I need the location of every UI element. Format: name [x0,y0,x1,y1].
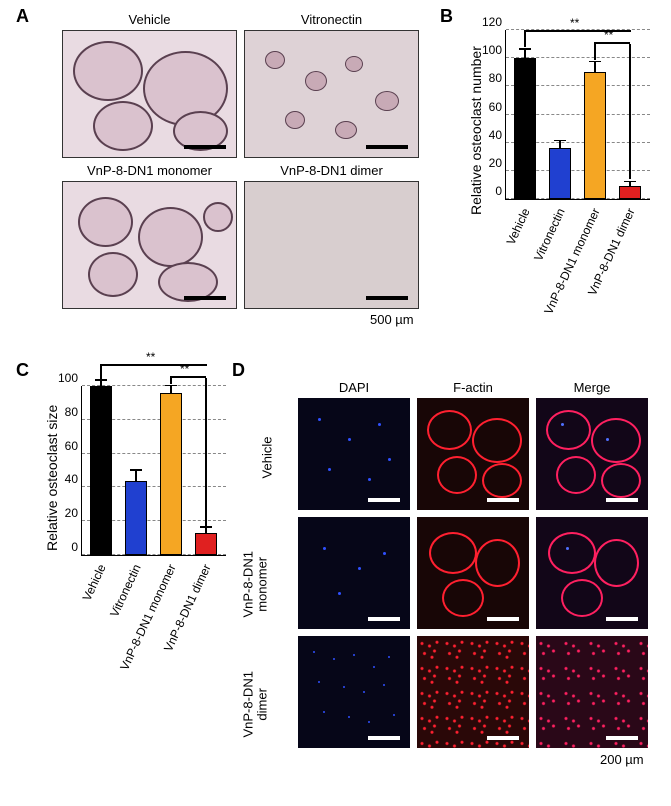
fluoro-dimer-dapi [298,636,410,748]
panel-c-chart: Relative osteoclast size 0 20 40 60 80 1… [36,376,236,676]
bar-monomer [160,393,182,555]
panel-d-row-dimer: VnP-8-DN1dimer [242,664,271,744]
ytick: 20 [65,506,82,520]
scalebar [606,617,638,621]
ytick: 40 [489,128,506,142]
panel-a-img-title-2: VnP-8-DN1 monomer [62,163,237,178]
panel-c-plot: 0 20 40 60 80 100 ** ** [81,386,226,556]
scalebar [368,498,400,502]
fluoro-monomer-merge [536,517,648,629]
panel-b-ytitle: Relative osteoclast number [468,46,484,215]
fluoro-monomer-factin [417,517,529,629]
scalebar [368,736,400,740]
panel-a-micro-vehicle [62,30,237,158]
fluoro-dimer-factin [417,636,529,748]
panel-d-row-vehicle: Vehicle [259,437,274,479]
sig-marker: ** [570,16,579,30]
ytick: 100 [58,371,82,385]
bar-dimer [195,533,217,555]
scalebar [366,145,408,149]
ytick: 60 [65,439,82,453]
scalebar [184,145,226,149]
scalebar [368,617,400,621]
fluoro-vehicle-factin [417,398,529,510]
scalebar [606,736,638,740]
panel-c-ytitle: Relative osteoclast size [44,405,60,551]
panel-d-label: D [232,360,245,381]
bar-dimer [619,186,641,199]
panel-a-img-title-0: Vehicle [62,12,237,27]
fluoro-monomer-dapi [298,517,410,629]
scalebar [366,296,408,300]
ytick: 100 [482,43,506,57]
panel-d-row-monomer: VnP-8-DN1monomer [242,544,271,624]
bar-vitronectin [125,481,147,555]
panel-d-col-factin: F-actin [417,380,529,395]
scalebar [184,296,226,300]
panel-a-label: A [16,6,29,27]
scalebar [487,736,519,740]
fluoro-vehicle-merge [536,398,648,510]
panel-b-plot: 0 20 40 60 80 100 120 ** ** [505,30,650,200]
panel-b-chart: Relative osteoclast number 0 20 40 60 80… [460,20,660,320]
ytick: 120 [482,15,506,29]
ytick: 0 [495,184,506,198]
panel-d-col-merge: Merge [536,380,648,395]
panel-c-label: C [16,360,29,381]
panel-d-col-dapi: DAPI [298,380,410,395]
scalebar [487,498,519,502]
panel-b-label: B [440,6,453,27]
ytick: 0 [71,540,82,554]
ytick: 80 [65,405,82,419]
scalebar [487,617,519,621]
panel-a-img-title-3: VnP-8-DN1 dimer [244,163,419,178]
scalebar [606,498,638,502]
panel-a-micro-vitronectin [244,30,419,158]
ytick: 80 [489,71,506,85]
ytick: 60 [489,100,506,114]
panel-a-scale-text: 500 µm [370,312,414,327]
panel-a-micro-dimer [244,181,419,309]
bar-vitronectin [549,148,571,199]
fluoro-vehicle-dapi [298,398,410,510]
bar-vehicle [514,58,536,199]
panel-d-scale-text: 200 µm [600,752,644,767]
ytick: 40 [65,472,82,486]
bar-vehicle [90,386,112,555]
bar-monomer [584,72,606,199]
panel-a-img-title-1: Vitronectin [244,12,419,27]
panel-a-micro-monomer [62,181,237,309]
ytick: 20 [489,156,506,170]
fluoro-dimer-merge [536,636,648,748]
sig-marker: ** [146,350,155,364]
